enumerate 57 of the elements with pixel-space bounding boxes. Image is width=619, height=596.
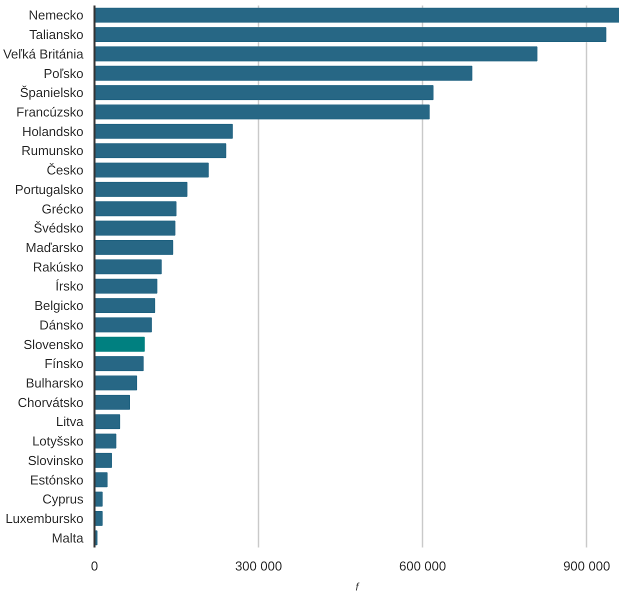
y-tick-label: Malta (52, 530, 84, 546)
x-axis-title: f (355, 582, 360, 594)
x-tick-label: 600 000 (399, 558, 446, 574)
y-tick-label: Cyprus (42, 492, 84, 507)
bar (94, 46, 538, 62)
y-tick-label: Bulharsko (26, 375, 84, 390)
bar (94, 434, 116, 449)
y-tick-label: Litva (56, 414, 84, 430)
y-tick-label: Španielsko (20, 85, 84, 100)
x-tick-label: 900 000 (563, 558, 610, 574)
y-tick-label: Maďarsko (26, 240, 84, 255)
bar (94, 278, 158, 294)
bar (94, 394, 130, 410)
y-tick-label: Česko (46, 162, 84, 178)
y-tick-label: Švédsko (34, 220, 84, 236)
y-tick-label: Slovinsko (28, 452, 84, 468)
bar (94, 104, 430, 120)
y-tick-label: Chorvátsko (18, 394, 84, 410)
y-tick-label: Belgicko (34, 298, 84, 314)
y-tick-label: Rakúsko (32, 259, 84, 274)
bar (94, 356, 144, 372)
y-tick-label: Estónsko (30, 472, 84, 488)
bar (94, 66, 472, 81)
bar (94, 414, 120, 430)
y-tick-label: Grécko (42, 201, 84, 216)
bar (94, 317, 152, 332)
y-tick-label: Írsko (55, 278, 84, 294)
bar (94, 452, 112, 468)
y-tick-label: Francúzsko (16, 104, 84, 120)
x-tick-label: 0 (90, 558, 98, 574)
y-tick-label: Nemecko (28, 8, 84, 23)
y-tick-label: Holandsko (22, 124, 84, 139)
bar (94, 27, 606, 42)
bar (94, 201, 176, 216)
x-tick-label: 300 000 (235, 558, 282, 574)
bar (94, 124, 233, 139)
bar (94, 259, 162, 274)
y-tick-label: Lotyšsko (32, 434, 84, 449)
bar (94, 298, 156, 314)
y-tick-label: Dánsko (39, 317, 84, 332)
y-tick-label: Fínsko (44, 356, 84, 372)
bar (94, 8, 619, 23)
bar (94, 85, 434, 100)
y-tick-label: Rumunsko (21, 143, 84, 158)
bar (94, 375, 138, 390)
bar (94, 220, 176, 236)
bar (94, 336, 145, 352)
y-tick-label: Poľsko (44, 66, 84, 81)
y-tick-label: Slovensko (24, 336, 84, 352)
bar (94, 162, 209, 178)
y-tick-label: Taliansko (29, 27, 84, 42)
bar (94, 240, 174, 255)
bar (94, 143, 226, 158)
y-tick-label: Portugalsko (14, 182, 84, 197)
y-tick-label: Luxembursko (5, 510, 84, 526)
bar (94, 182, 188, 197)
y-tick-label: Veľká Británia (3, 46, 84, 62)
